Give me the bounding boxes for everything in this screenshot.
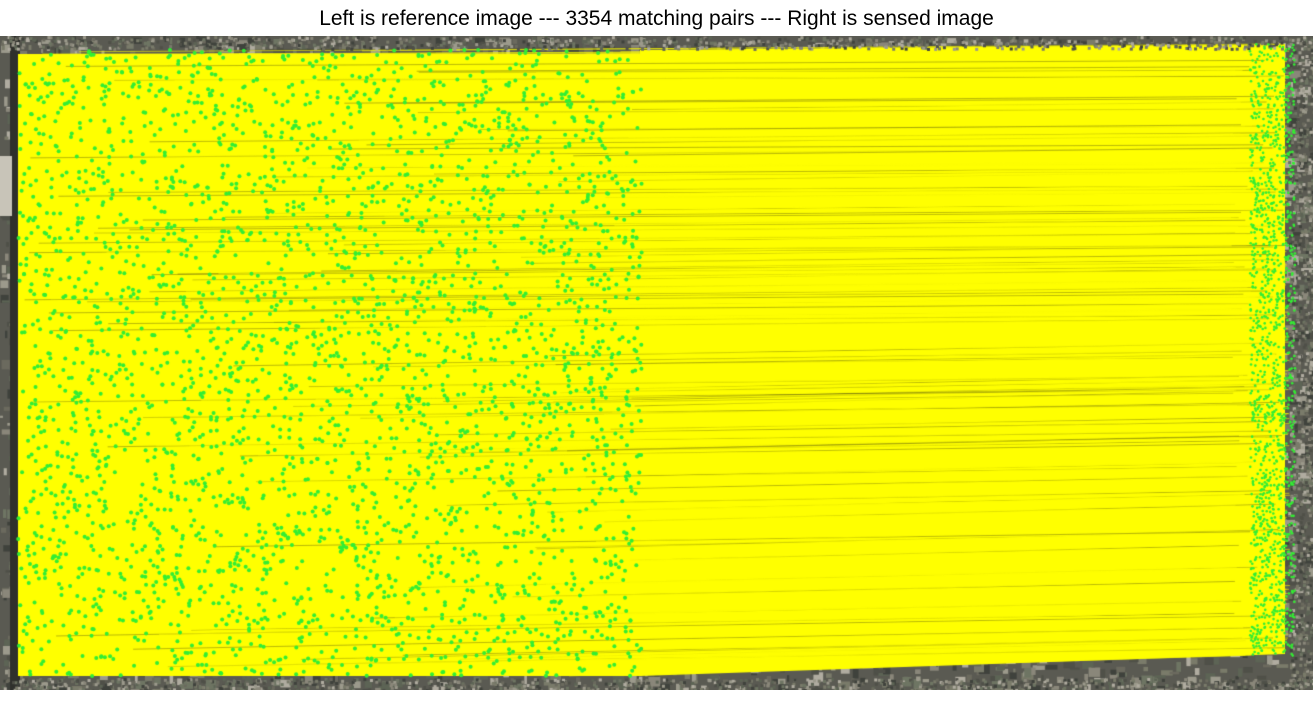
figure-title: Left is reference image --- 3354 matchin… [319, 7, 994, 30]
match-visualization [0, 36, 1313, 690]
match-lines-canvas [0, 36, 1313, 690]
